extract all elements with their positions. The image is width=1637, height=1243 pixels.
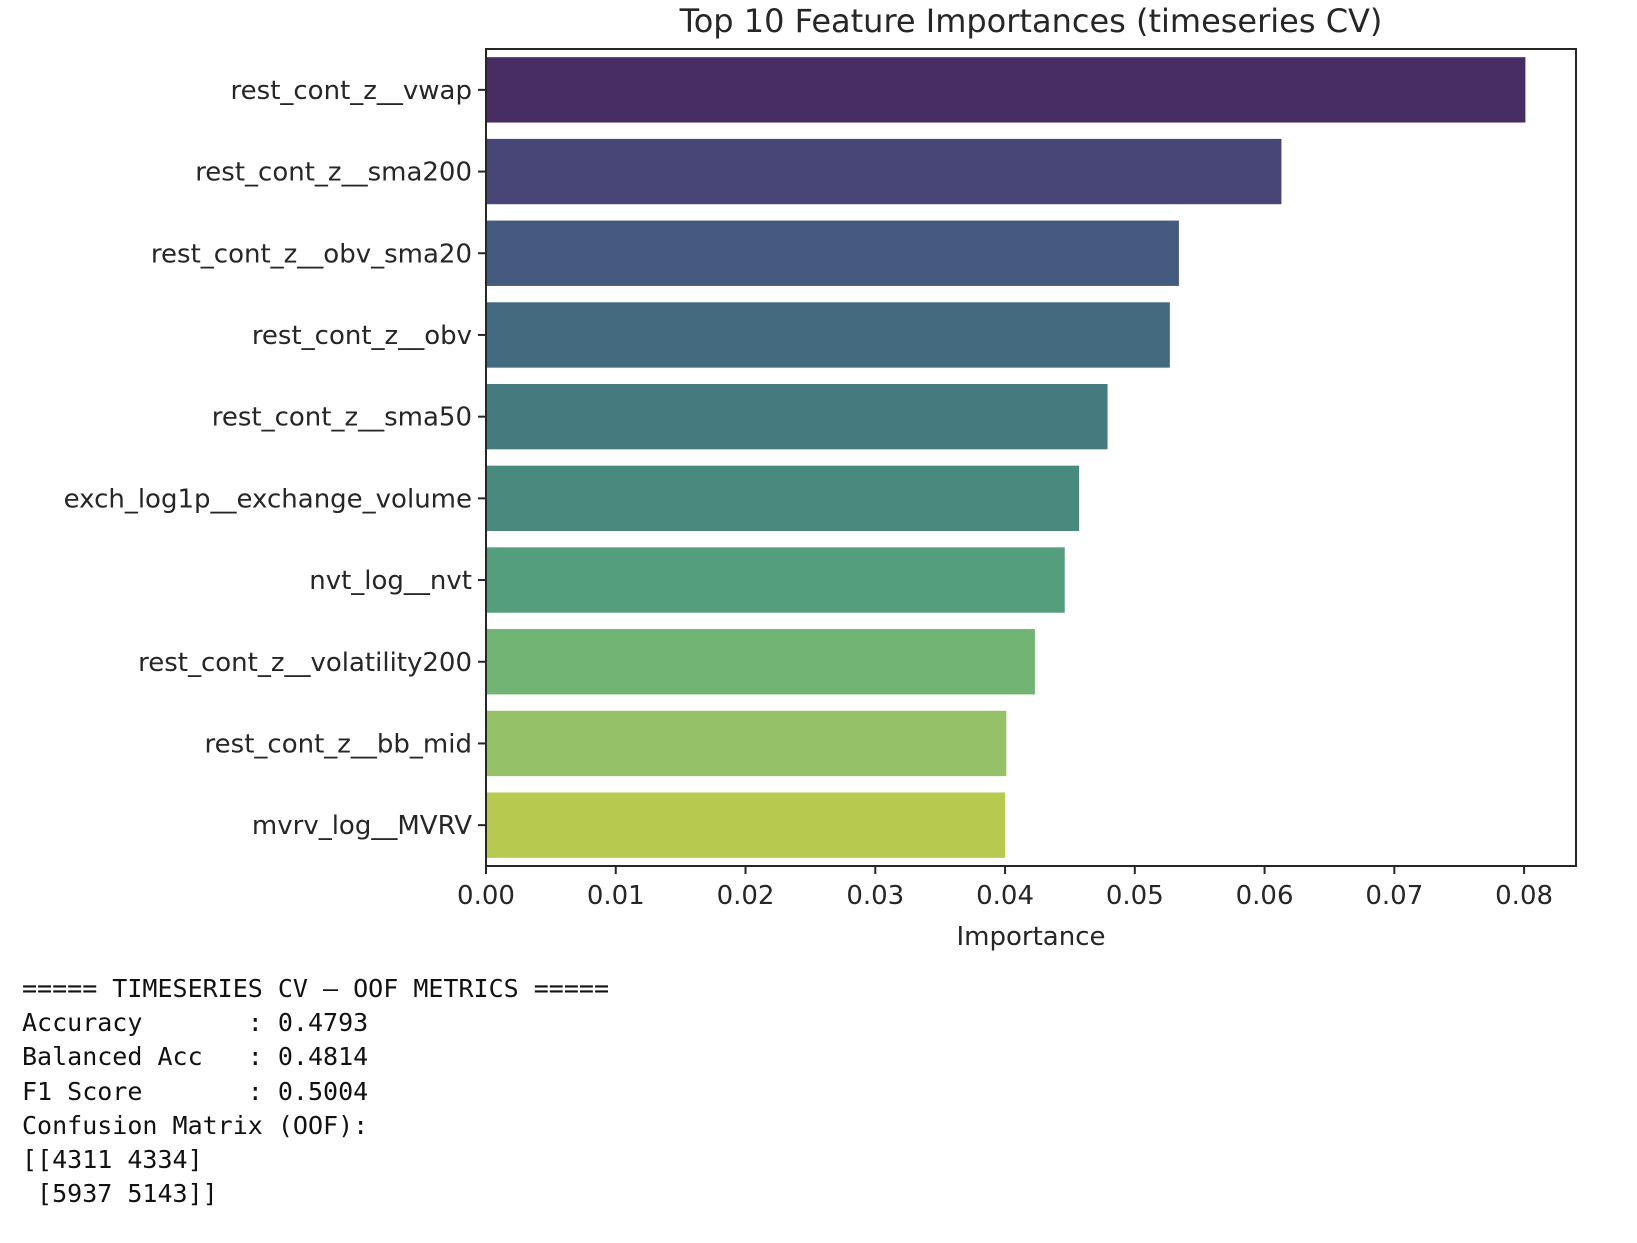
confusion-matrix-row-2: [5937 5143]] <box>22 1179 218 1209</box>
x-tick-label: 0.07 <box>1365 881 1423 911</box>
plot-frame <box>485 48 1577 867</box>
x-tick-label: 0.06 <box>1236 881 1294 911</box>
y-tick-label: rest_cont_z__sma50 <box>212 403 472 433</box>
x-tick-label: 0.03 <box>846 881 904 911</box>
x-tick-labels: 0.00 0.01 0.02 0.03 0.04 0.05 0.06 0.07 0.08 <box>457 866 1553 911</box>
bar-exch_log1p__exchange_volume <box>486 465 1080 532</box>
x-tick-label: 0.02 <box>717 881 775 911</box>
metrics-header: ===== TIMESERIES CV – OOF METRICS ===== <box>22 974 609 1003</box>
bar-mvrv_log__MVRV <box>486 792 1006 858</box>
bar-rest_cont_z__obv_sma20 <box>486 220 1179 286</box>
bar-nvt_log__nvt <box>486 547 1065 613</box>
bar-rest_cont_z__bb_mid <box>486 710 1007 777</box>
y-tick-label: nvt_log__nvt <box>309 566 472 596</box>
accuracy-line: Accuracy : 0.4793 <box>22 1008 369 1038</box>
y-tick-label: rest_cont_z__volatility200 <box>138 648 472 678</box>
x-tick-label: 0.00 <box>457 881 515 911</box>
x-axis-label: Importance <box>957 922 1106 952</box>
y-tick-label: rest_cont_z__bb_mid <box>205 729 472 759</box>
f1-score-line: F1 Score : 0.5004 <box>22 1076 369 1106</box>
confusion-matrix-heading: Confusion Matrix (OOF): <box>22 1110 369 1140</box>
bar-rest_cont_z__sma200 <box>486 138 1282 205</box>
y-tick-labels: rest_cont_z__vwap rest_cont_z__sma200rest… <box>64 76 486 841</box>
x-tick-label: 0.05 <box>1106 881 1164 911</box>
metrics-output: ===== TIMESERIES CV – OOF METRICS ===== … <box>22 972 609 1211</box>
confusion-matrix-row-1: [[4311 4334] <box>22 1145 203 1175</box>
x-tick-label: 0.08 <box>1495 881 1553 911</box>
y-tick-label: rest_cont_z__sma200 <box>195 158 472 188</box>
y-tick-label: exch_log1p__exchange_volume <box>64 484 472 514</box>
chart-title: Top 10 Feature Importances (timeseries C… <box>679 2 1383 40</box>
bar-rest_cont_z__vwap <box>486 57 1526 123</box>
x-tick-label: 0.01 <box>587 881 645 911</box>
balanced-accuracy-line: Balanced Acc : 0.4814 <box>22 1042 369 1072</box>
bars-layer <box>486 57 1526 858</box>
bar-rest_cont_z__sma50 <box>486 383 1108 450</box>
feature-importance-chart: Top 10 Feature Importances (timeseries C… <box>64 2 1577 952</box>
y-tick-label: rest_cont_z__obv_sma20 <box>151 239 472 269</box>
y-tick-label: rest_cont_z__vwap <box>231 76 472 106</box>
x-tick-label: 0.04 <box>976 881 1034 911</box>
bar-rest_cont_z__volatility200 <box>486 629 1035 695</box>
y-tick-label: mvrv_log__MVRV <box>252 811 472 841</box>
bar-rest_cont_z__obv <box>486 302 1170 368</box>
y-tick-label: rest_cont_z__obv <box>252 321 472 351</box>
